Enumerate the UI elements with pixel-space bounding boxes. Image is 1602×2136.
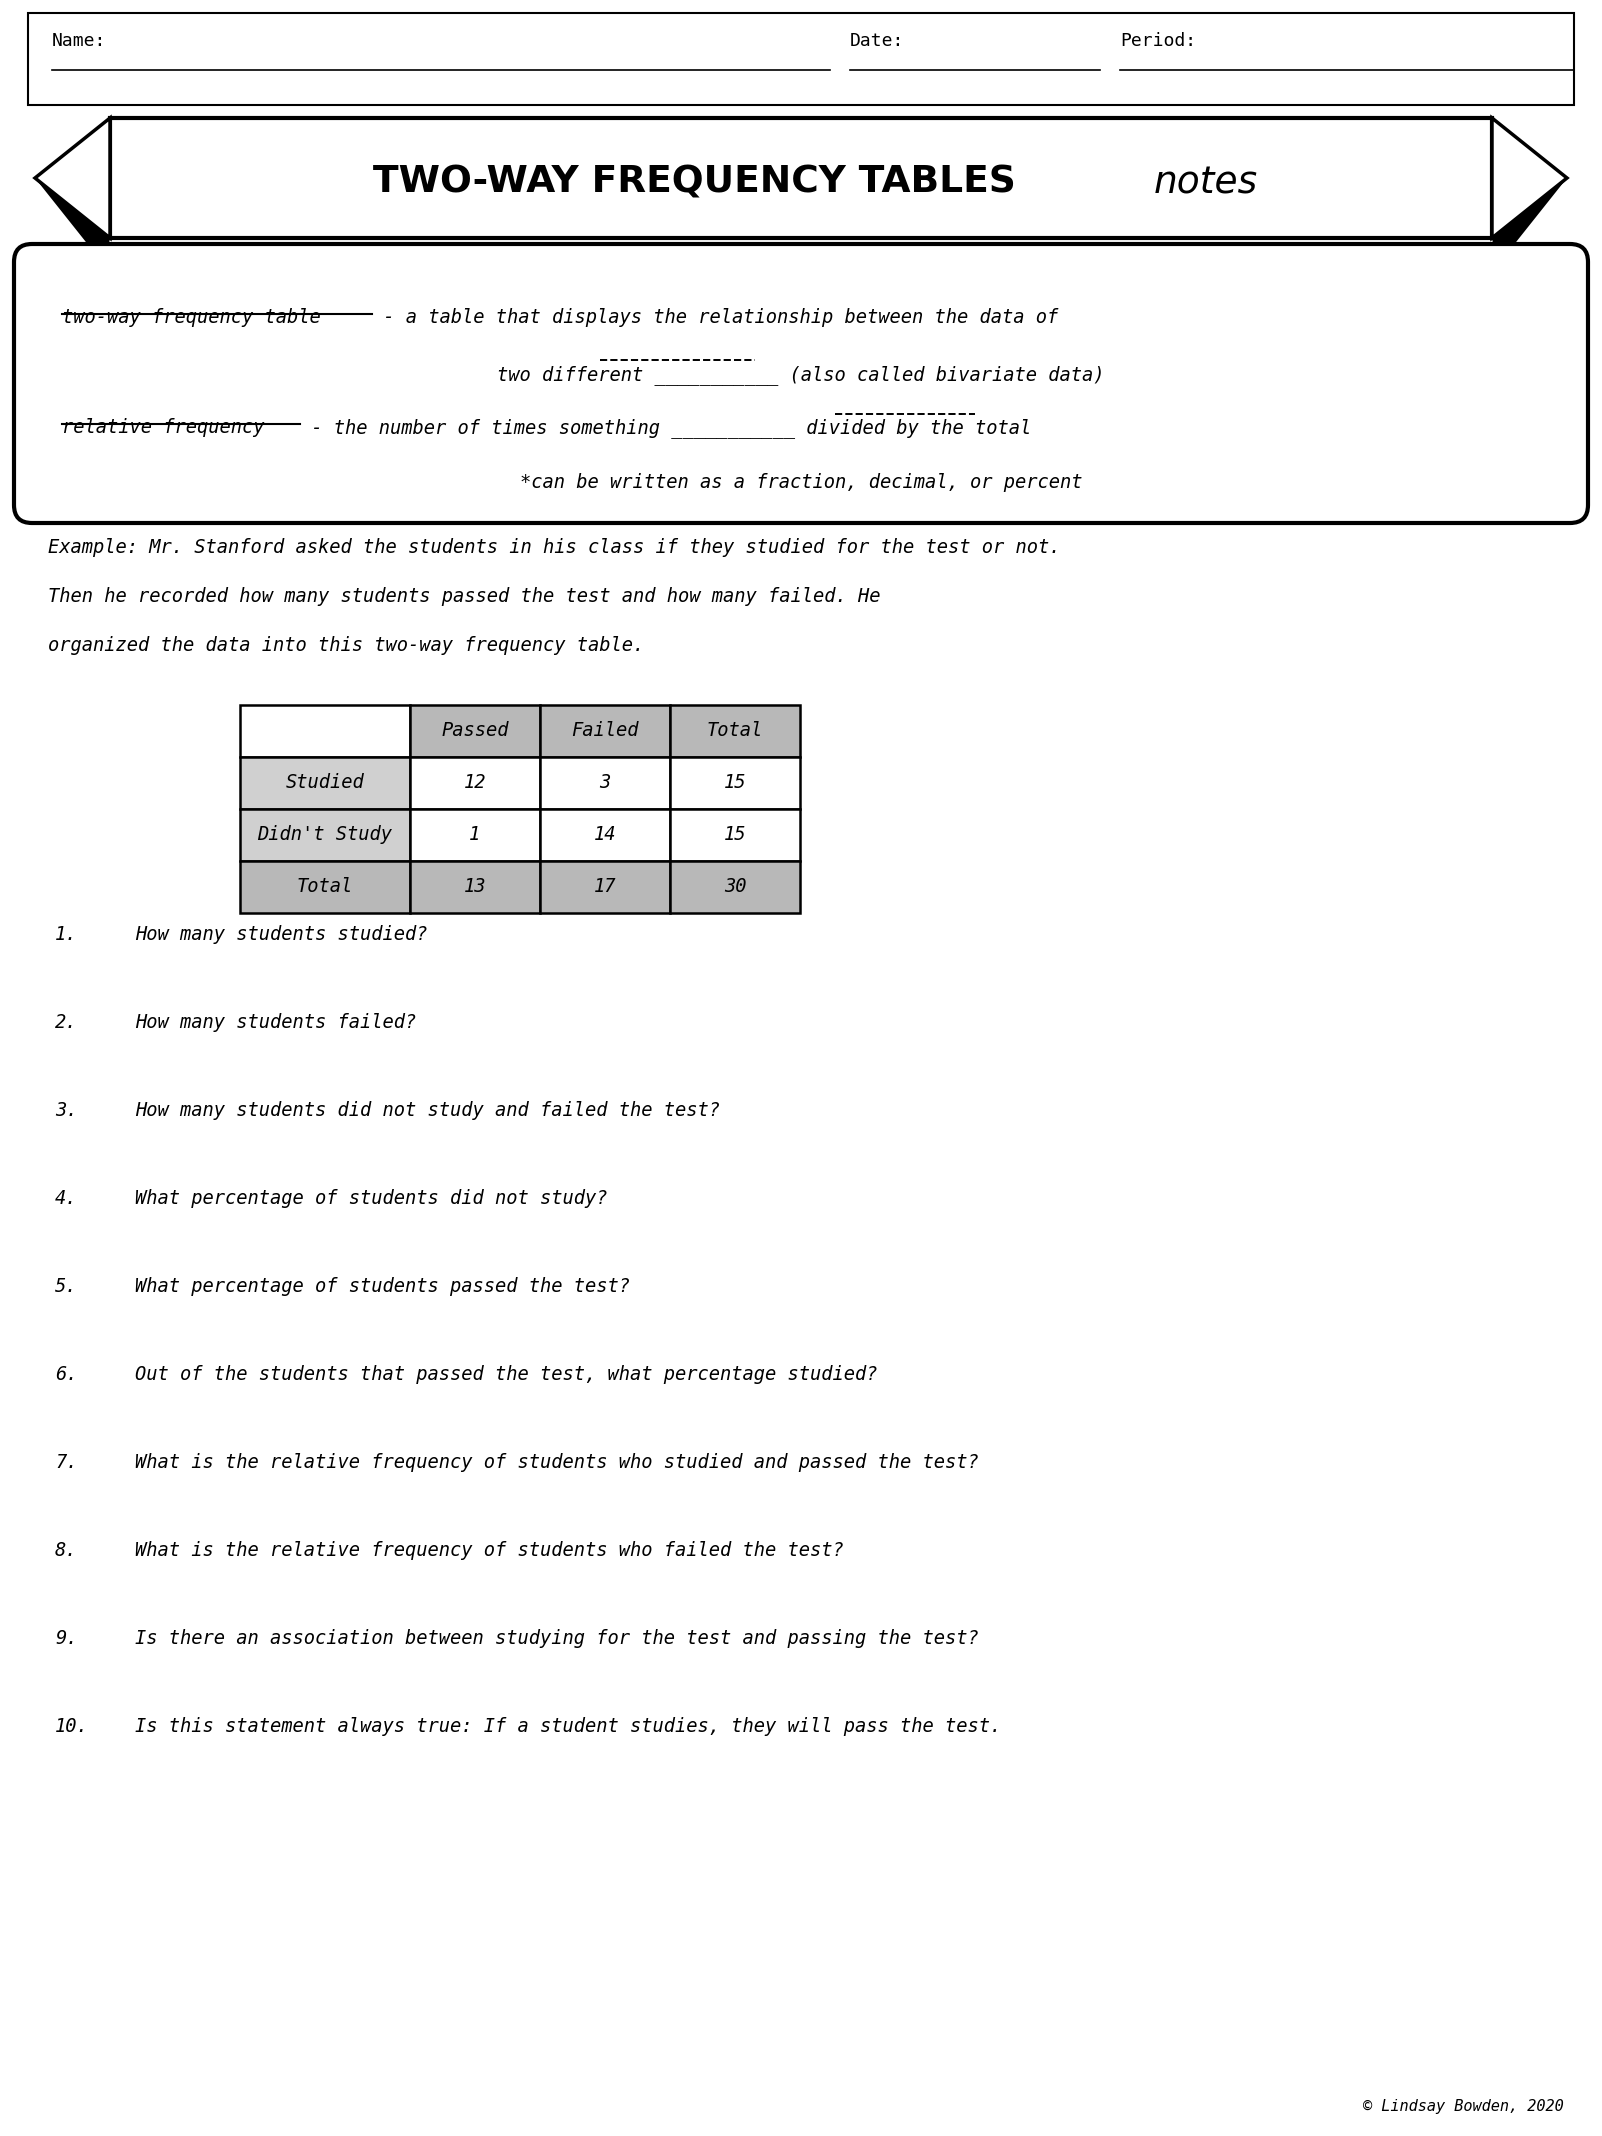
Bar <box>240 810 410 861</box>
Polygon shape <box>35 117 111 237</box>
Bar <box>410 705 540 756</box>
Text: 14: 14 <box>594 824 617 844</box>
Text: - a table that displays the relationship between the data of: - a table that displays the relationship… <box>372 308 1059 327</box>
Text: Total: Total <box>296 878 352 897</box>
Text: Didn't Study: Didn't Study <box>258 824 392 844</box>
Text: 8.: 8. <box>54 1540 77 1559</box>
Text: Is this statement always true: If a student studies, they will pass the test.: Is this statement always true: If a stud… <box>135 1717 1001 1737</box>
Bar <box>540 861 670 912</box>
Text: Period:: Period: <box>1120 32 1197 49</box>
Text: 17: 17 <box>594 878 617 897</box>
Text: Example: Mr. Stanford asked the students in his class if they studied for the te: Example: Mr. Stanford asked the students… <box>48 538 1061 557</box>
Polygon shape <box>35 177 111 267</box>
Text: Is there an association between studying for the test and passing the test?: Is there an association between studying… <box>135 1630 979 1649</box>
Text: organized the data into this two-way frequency table.: organized the data into this two-way fre… <box>48 637 644 656</box>
Bar <box>670 756 799 810</box>
Text: 15: 15 <box>724 824 747 844</box>
Text: How many students studied?: How many students studied? <box>135 925 428 944</box>
Bar <box>240 861 410 912</box>
Text: Then he recorded how many students passed the test and how many failed. He: Then he recorded how many students passe… <box>48 587 881 607</box>
Bar <box>670 705 799 756</box>
Text: relative frequency: relative frequency <box>62 419 264 438</box>
Text: *can be written as a fraction, decimal, or percent: *can be written as a fraction, decimal, … <box>519 472 1083 491</box>
Text: 3: 3 <box>599 773 610 792</box>
Text: What is the relative frequency of students who studied and passed the test?: What is the relative frequency of studen… <box>135 1452 979 1472</box>
Text: 2.: 2. <box>54 1012 77 1032</box>
Text: TWO-WAY FREQUENCY TABLES: TWO-WAY FREQUENCY TABLES <box>373 164 1028 201</box>
Text: How many students failed?: How many students failed? <box>135 1012 417 1032</box>
Text: - the number of times something ___________ divided by the total: - the number of times something ________… <box>300 419 1032 438</box>
Text: notes: notes <box>1153 164 1258 201</box>
Text: Passed: Passed <box>441 722 509 741</box>
Text: What is the relative frequency of students who failed the test?: What is the relative frequency of studen… <box>135 1540 844 1559</box>
Polygon shape <box>1491 177 1567 267</box>
Text: 4.: 4. <box>54 1190 77 1209</box>
Text: 6.: 6. <box>54 1365 77 1384</box>
FancyBboxPatch shape <box>27 13 1575 105</box>
Text: Date:: Date: <box>851 32 905 49</box>
Text: Total: Total <box>706 722 763 741</box>
Text: 7.: 7. <box>54 1452 77 1472</box>
Text: 10.: 10. <box>54 1717 88 1737</box>
Bar <box>540 810 670 861</box>
Bar <box>410 810 540 861</box>
Text: Studied: Studied <box>285 773 364 792</box>
Text: Failed: Failed <box>572 722 639 741</box>
FancyBboxPatch shape <box>14 244 1588 523</box>
Text: How many students did not study and failed the test?: How many students did not study and fail… <box>135 1100 719 1119</box>
Text: two different ___________ (also called bivariate data): two different ___________ (also called b… <box>497 365 1105 384</box>
Text: 12: 12 <box>463 773 487 792</box>
Bar <box>540 756 670 810</box>
Text: 30: 30 <box>724 878 747 897</box>
Bar <box>240 705 410 756</box>
Bar <box>670 810 799 861</box>
Bar <box>410 861 540 912</box>
Text: 3.: 3. <box>54 1100 77 1119</box>
Text: 13: 13 <box>463 878 487 897</box>
Bar <box>670 861 799 912</box>
Text: What percentage of students did not study?: What percentage of students did not stud… <box>135 1190 607 1209</box>
Text: © Lindsay Bowden, 2020: © Lindsay Bowden, 2020 <box>1363 2100 1564 2115</box>
Text: 1: 1 <box>469 824 481 844</box>
Bar <box>240 756 410 810</box>
Text: 1.: 1. <box>54 925 77 944</box>
Polygon shape <box>1491 117 1567 237</box>
Text: two-way frequency table: two-way frequency table <box>62 308 320 327</box>
Bar <box>410 756 540 810</box>
Text: 9.: 9. <box>54 1630 77 1649</box>
Text: Name:: Name: <box>51 32 106 49</box>
Bar <box>111 117 1491 237</box>
Text: What percentage of students passed the test?: What percentage of students passed the t… <box>135 1277 630 1297</box>
Text: 15: 15 <box>724 773 747 792</box>
Text: Out of the students that passed the test, what percentage studied?: Out of the students that passed the test… <box>135 1365 878 1384</box>
Text: 5.: 5. <box>54 1277 77 1297</box>
Bar <box>540 705 670 756</box>
